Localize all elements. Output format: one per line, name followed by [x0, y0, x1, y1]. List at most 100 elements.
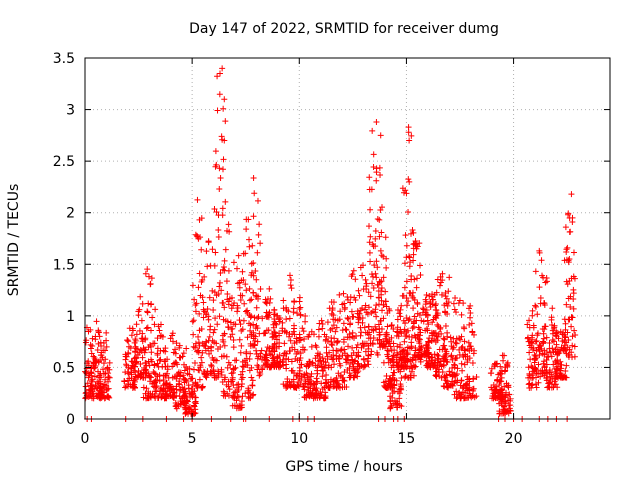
- data-point: [387, 398, 394, 405]
- data-point: [498, 374, 505, 381]
- data-point: [408, 368, 415, 375]
- data-point: [178, 400, 185, 407]
- data-point: [292, 383, 299, 390]
- data-point: [220, 156, 227, 163]
- data-point: [358, 344, 365, 351]
- plot-frame: [84, 57, 611, 420]
- data-point: [222, 118, 229, 125]
- data-point: [296, 370, 303, 377]
- data-point: [380, 274, 387, 281]
- data-point: [307, 391, 314, 398]
- data-point: [219, 379, 226, 386]
- data-point: [226, 228, 233, 235]
- data-point: [177, 369, 184, 376]
- data-point: [561, 257, 568, 264]
- data-point: [373, 177, 380, 184]
- data-point: [448, 352, 455, 359]
- data-point: [362, 348, 369, 355]
- data-point: [253, 304, 260, 311]
- data-point: [324, 356, 331, 363]
- data-point: [405, 124, 412, 131]
- data-point: [283, 383, 290, 390]
- data-point: [376, 294, 383, 301]
- data-point: [132, 384, 139, 391]
- data-point: [92, 336, 99, 343]
- data-point: [535, 361, 542, 368]
- data-point: [383, 372, 390, 379]
- data-point: [438, 291, 445, 298]
- data-point: [94, 347, 101, 354]
- data-point: [372, 235, 379, 242]
- data-point: [149, 314, 156, 321]
- data-point: [429, 360, 436, 367]
- data-point: [187, 375, 194, 382]
- data-point: [396, 363, 403, 370]
- data-point: [411, 276, 418, 283]
- data-point: [253, 351, 260, 358]
- data-point: [384, 338, 391, 345]
- data-point: [469, 359, 476, 366]
- data-point: [225, 221, 232, 228]
- data-point: [406, 316, 413, 323]
- data-point: [405, 298, 412, 305]
- data-point: [468, 320, 475, 327]
- data-point: [568, 191, 575, 198]
- data-point: [383, 331, 390, 338]
- data-point: [397, 306, 404, 313]
- data-point: [154, 350, 161, 357]
- data-point: [237, 297, 244, 304]
- data-point: [291, 325, 298, 332]
- data-point: [546, 367, 553, 374]
- data-point: [225, 298, 232, 305]
- data-point: [210, 297, 217, 304]
- data-point: [173, 340, 180, 347]
- data-point: [286, 333, 293, 340]
- data-point: [533, 384, 540, 391]
- data-point: [528, 339, 535, 346]
- data-point: [96, 333, 103, 340]
- data-point: [357, 332, 364, 339]
- data-point: [534, 311, 541, 318]
- data-point: [383, 264, 390, 271]
- data-point: [443, 295, 450, 302]
- data-point: [137, 293, 144, 300]
- data-point: [540, 274, 547, 281]
- data-point: [315, 333, 322, 340]
- data-point: [393, 354, 400, 361]
- data-point: [525, 381, 532, 388]
- data-point: [323, 371, 330, 378]
- data-point: [152, 393, 159, 400]
- data-point: [82, 394, 89, 401]
- data-point: [196, 270, 203, 277]
- data-point: [198, 246, 205, 253]
- data-point: [526, 338, 533, 345]
- data-point: [528, 363, 535, 370]
- data-point: [280, 297, 287, 304]
- data-point: [469, 328, 476, 335]
- data-point: [564, 344, 571, 351]
- data-point: [490, 390, 497, 397]
- data-point: [271, 359, 278, 366]
- data-point: [473, 374, 480, 381]
- data-point: [245, 216, 252, 223]
- data-point: [157, 356, 164, 363]
- data-point: [295, 378, 302, 385]
- data-point: [378, 285, 385, 292]
- data-point: [199, 384, 206, 391]
- data-point: [405, 129, 412, 136]
- data-point: [397, 313, 404, 320]
- x-tick-label: 10: [290, 431, 308, 447]
- data-point: [387, 380, 394, 387]
- data-point: [561, 339, 568, 346]
- data-point: [408, 273, 415, 280]
- x-tick-label: 5: [188, 431, 197, 447]
- data-point: [176, 381, 183, 388]
- data-point: [403, 190, 410, 197]
- data-point: [228, 305, 235, 312]
- data-point: [441, 336, 448, 343]
- data-point: [151, 361, 158, 368]
- data-point: [192, 340, 199, 347]
- data-point: [425, 363, 432, 370]
- data-point: [364, 311, 371, 318]
- data-point: [192, 406, 199, 413]
